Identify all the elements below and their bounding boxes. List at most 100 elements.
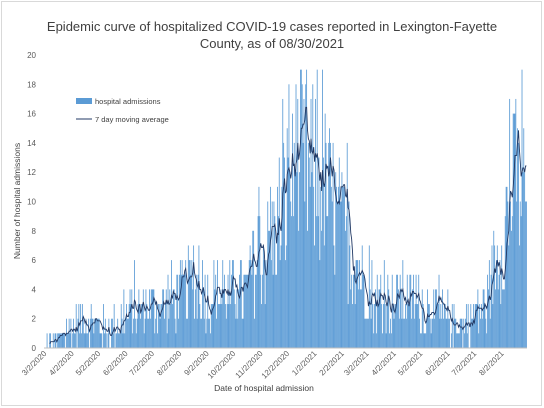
- bar-hospital-admissions: [448, 318, 450, 348]
- bar-hospital-admissions: [351, 274, 353, 348]
- bar-hospital-admissions: [193, 245, 195, 348]
- y-tick-label: 12: [27, 168, 36, 177]
- bar-hospital-admissions: [423, 333, 425, 348]
- bar-hospital-admissions: [222, 260, 224, 348]
- bar-hospital-admissions: [298, 230, 300, 348]
- bar-hospital-admissions: [157, 304, 159, 348]
- bar-hospital-admissions: [365, 318, 367, 348]
- bar-hospital-admissions: [524, 172, 526, 348]
- bar-hospital-admissions: [279, 260, 281, 348]
- bar-hospital-admissions: [164, 318, 165, 348]
- y-tick-label: 14: [27, 139, 36, 148]
- bar-hospital-admissions: [437, 304, 439, 348]
- bar-hospital-admissions: [297, 98, 299, 348]
- bar-hospital-admissions: [482, 289, 484, 348]
- bar-hospital-admissions: [333, 245, 335, 348]
- bar-hospital-admissions: [61, 333, 63, 348]
- bar-hospital-admissions: [367, 318, 369, 348]
- bar-hospital-admissions: [167, 274, 169, 348]
- bar-hospital-admissions: [63, 333, 65, 348]
- bar-hospital-admissions: [414, 304, 416, 348]
- bar-hospital-admissions: [149, 318, 151, 348]
- bar-hospital-admissions: [514, 113, 516, 348]
- bar-hospital-admissions: [403, 318, 405, 348]
- y-tick-label: 20: [27, 51, 36, 60]
- bar-hospital-admissions: [232, 260, 233, 348]
- bar-hospital-admissions: [229, 260, 231, 348]
- bar-hospital-admissions: [290, 201, 292, 348]
- bar-hospital-admissions: [404, 318, 406, 348]
- bar-hospital-admissions: [420, 333, 422, 348]
- y-tick-label: 4: [32, 285, 37, 294]
- bar-hospital-admissions: [491, 245, 493, 348]
- bar-hospital-admissions: [67, 333, 69, 348]
- bar-hospital-admissions: [420, 333, 421, 348]
- x-tick-label: 4/2/2020: [47, 349, 76, 378]
- bar-hospital-admissions: [502, 289, 503, 348]
- bar-hospital-admissions: [117, 318, 119, 348]
- bar-hospital-admissions: [353, 274, 355, 348]
- bar-hospital-admissions: [128, 304, 130, 348]
- bar-hospital-admissions: [83, 333, 85, 348]
- bar-hospital-admissions: [446, 318, 448, 348]
- bar-hospital-admissions: [195, 274, 197, 348]
- bar-hospital-admissions: [49, 333, 51, 348]
- bar-hospital-admissions: [239, 274, 240, 348]
- bar-hospital-admissions: [112, 333, 114, 348]
- bar-hospital-admissions: [506, 186, 508, 348]
- bar-hospital-admissions: [94, 318, 96, 348]
- bar-hospital-admissions: [526, 201, 527, 348]
- moving-average-layer: [49, 106, 527, 344]
- bar-hospital-admissions: [97, 318, 99, 348]
- bar-hospital-admissions: [327, 216, 329, 348]
- bar-hospital-admissions: [73, 318, 74, 348]
- bar-hospital-admissions: [522, 172, 524, 348]
- bar-hospital-admissions: [130, 304, 132, 348]
- bar-hospital-admissions: [409, 274, 411, 348]
- bar-hospital-admissions: [447, 289, 449, 348]
- bar-hospital-admissions: [391, 274, 393, 348]
- bar-hospital-admissions: [288, 84, 290, 349]
- bar-hospital-admissions: [158, 304, 160, 348]
- bar-hospital-admissions: [202, 289, 204, 348]
- bar-hospital-admissions: [199, 304, 201, 348]
- bar-hospital-admissions: [518, 142, 519, 348]
- bar-hospital-admissions: [270, 260, 272, 348]
- bar-hospital-admissions: [361, 245, 363, 348]
- bar-hospital-admissions: [484, 304, 486, 348]
- bar-hospital-admissions: [401, 318, 403, 348]
- bar-hospital-admissions: [457, 333, 458, 348]
- bar-hospital-admissions: [428, 304, 429, 348]
- bar-hospital-admissions: [352, 274, 354, 348]
- bar-hospital-admissions: [510, 201, 511, 348]
- bar-hospital-admissions: [508, 245, 510, 348]
- bar-hospital-admissions: [169, 289, 171, 348]
- bar-hospital-admissions: [474, 304, 476, 348]
- bar-hospital-admissions: [523, 128, 525, 348]
- bar-hospital-admissions: [220, 289, 222, 348]
- bar-hospital-admissions: [96, 318, 98, 348]
- bar-hospital-admissions: [362, 274, 364, 348]
- bar-hospital-admissions: [151, 289, 153, 348]
- bar-hospital-admissions: [80, 304, 82, 348]
- bar-hospital-admissions: [139, 304, 141, 348]
- bar-hospital-admissions: [247, 274, 249, 348]
- bar-hospital-admissions: [338, 157, 340, 348]
- bar-hospital-admissions: [244, 274, 246, 348]
- bar-hospital-admissions: [122, 333, 124, 348]
- bar-hospital-admissions: [520, 216, 522, 348]
- bar-hospital-admissions: [306, 69, 308, 349]
- bar-hospital-admissions: [369, 289, 371, 348]
- x-tick-label: 7/2/2021: [450, 349, 479, 378]
- bar-hospital-admissions: [162, 289, 164, 348]
- bar-hospital-admissions: [285, 245, 287, 348]
- bar-hospital-admissions: [140, 318, 142, 348]
- bar-hospital-admissions: [134, 318, 136, 348]
- bar-hospital-admissions: [50, 333, 52, 348]
- bar-hospital-admissions: [217, 260, 218, 348]
- bar-hospital-admissions: [287, 157, 289, 348]
- bar-hospital-admissions: [377, 304, 379, 348]
- bar-hospital-admissions: [107, 333, 109, 348]
- bar-hospital-admissions: [465, 318, 466, 348]
